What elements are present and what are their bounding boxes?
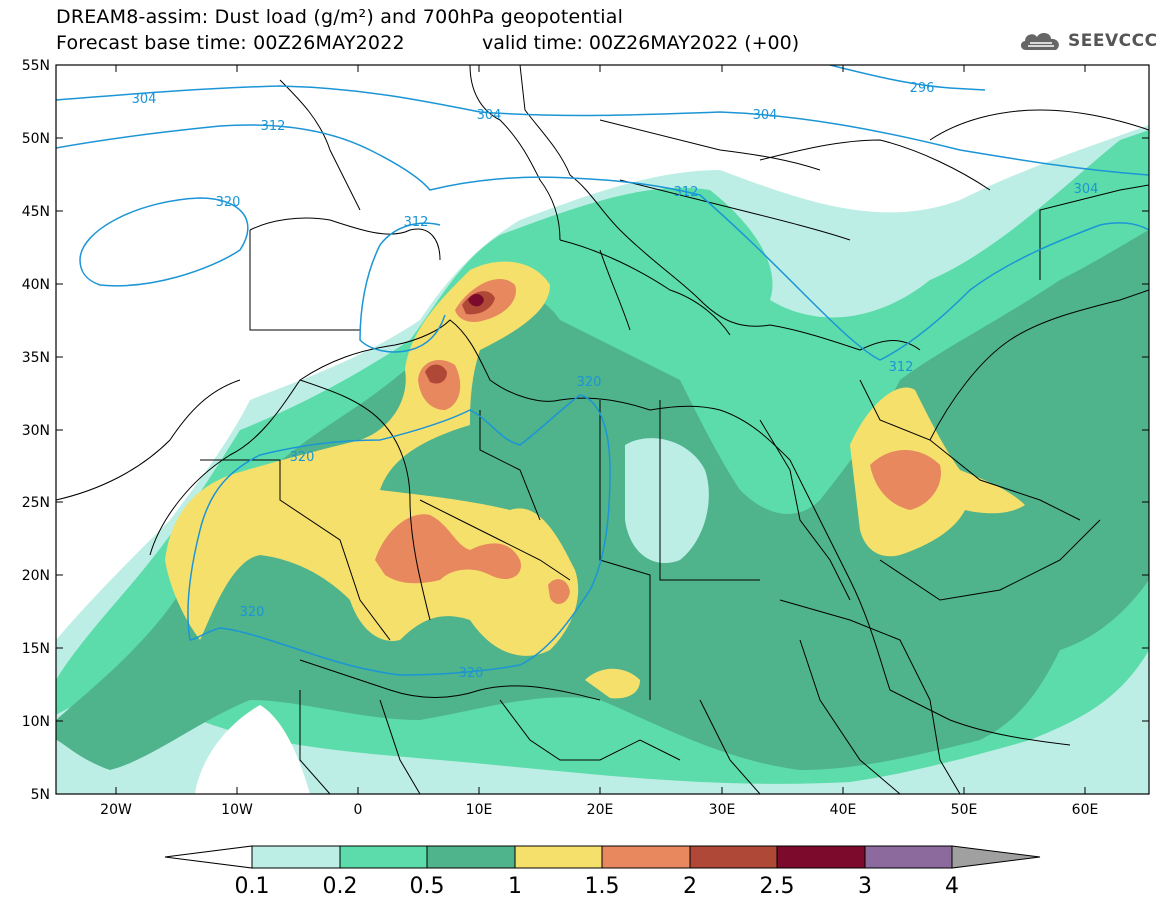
- contour-label: 304: [1074, 182, 1099, 197]
- logo-text: SEEVCCC: [1068, 31, 1158, 51]
- lat-label: 45N: [22, 204, 50, 220]
- lon-label: 60E: [1072, 802, 1099, 818]
- colorbar-label: 1: [508, 874, 522, 899]
- contour-label: 312: [261, 119, 286, 134]
- colorbar-over-arrow: [951, 845, 1041, 869]
- contour-labels: 304 304 304 296 312 312 312 312 320 320 …: [132, 81, 1099, 681]
- colorbar-label: 3: [858, 874, 872, 899]
- cloud-icon: [1020, 33, 1059, 50]
- map-title: DREAM8-assim: Dust load (g/m²) and 700hP…: [56, 6, 624, 28]
- colorbar-bin: [689, 845, 778, 869]
- colorbar-label: 0.2: [323, 874, 358, 899]
- colorbar: [164, 845, 1041, 869]
- contour-label: 320: [577, 375, 602, 390]
- lon-label: 30E: [709, 802, 736, 818]
- contour-label: 296: [910, 81, 935, 96]
- colorbar-labels: 0.1 0.2 0.5 1 1.5 2 2.5 3 4: [235, 874, 960, 899]
- dust-level-25-core: [468, 294, 484, 307]
- colorbar-label: 0.5: [410, 874, 445, 899]
- longitude-labels: 20W 10W 0 10E 20E 30E 40E 50E 60E: [100, 802, 1098, 818]
- lat-label: 5N: [31, 787, 50, 803]
- lon-label: 10W: [221, 802, 253, 818]
- colorbar-bin: [514, 845, 603, 869]
- contour-label: 320: [216, 195, 241, 210]
- contour-label: 312: [404, 215, 429, 230]
- colorbar-bin: [776, 845, 866, 869]
- lon-label: 0: [354, 802, 363, 818]
- lon-label: 20W: [100, 802, 132, 818]
- lat-label: 20N: [22, 568, 50, 584]
- forecast-base-time: Forecast base time: 00Z26MAY2022: [56, 32, 405, 54]
- latitude-axis: [56, 64, 1149, 722]
- longitude-axis: [115, 65, 1086, 794]
- contour-label: 304: [477, 108, 502, 123]
- clear-area-gulf-guinea: [195, 705, 310, 794]
- lon-label: 40E: [830, 802, 857, 818]
- contour-label: 320: [240, 605, 265, 620]
- colorbar-label: 0.1: [235, 874, 270, 899]
- lat-label: 35N: [22, 350, 50, 366]
- dust-level-15-arabia: [870, 450, 941, 510]
- borders: [56, 65, 1149, 794]
- contour-label: 312: [674, 185, 699, 200]
- colorbar-bin: [339, 845, 428, 869]
- lat-label: 15N: [22, 641, 50, 657]
- lat-label: 50N: [22, 131, 50, 147]
- valid-time: valid time: 00Z26MAY2022 (+00): [482, 32, 800, 54]
- colorbar-bin: [426, 845, 516, 869]
- dust-level-1-chad: [585, 668, 640, 699]
- colorbar-bin: [601, 845, 691, 869]
- colorbar-label: 2: [683, 874, 697, 899]
- colorbar-label: 1.5: [585, 874, 620, 899]
- dust-level-15-sudan: [548, 579, 570, 604]
- lat-label: 40N: [22, 277, 50, 293]
- latitude-labels: 55N 50N 45N 40N 35N 30N 25N 20N 15N 10N …: [22, 58, 50, 803]
- contour-label: 320: [290, 450, 315, 465]
- lon-label: 10E: [466, 802, 493, 818]
- contour-label: 320: [459, 666, 484, 681]
- geopotential-contours: [56, 65, 1149, 676]
- seevccc-logo: SEEVCCC: [1018, 28, 1158, 54]
- lon-label: 20E: [587, 802, 614, 818]
- colorbar-under-arrow: [164, 845, 253, 869]
- colorbar-bin: [251, 845, 341, 869]
- dust-level-05: [56, 230, 1149, 770]
- lat-label: 55N: [22, 58, 50, 74]
- contour-label: 312: [889, 360, 914, 375]
- lat-label: 25N: [22, 495, 50, 511]
- lat-label: 10N: [22, 714, 50, 730]
- dust-low-patch-egypt: [625, 438, 709, 564]
- contour-label: 304: [132, 92, 157, 107]
- colorbar-label: 2.5: [760, 874, 795, 899]
- colorbar-label: 4: [945, 874, 959, 899]
- lon-label: 50E: [951, 802, 978, 818]
- dust-level-2-algeria: [425, 364, 447, 384]
- contour-label: 304: [753, 108, 778, 123]
- lat-label: 30N: [22, 423, 50, 439]
- map-field: 304 304 304 296 312 312 312 312 320 320 …: [56, 65, 1149, 794]
- colorbar-bin: [864, 845, 953, 869]
